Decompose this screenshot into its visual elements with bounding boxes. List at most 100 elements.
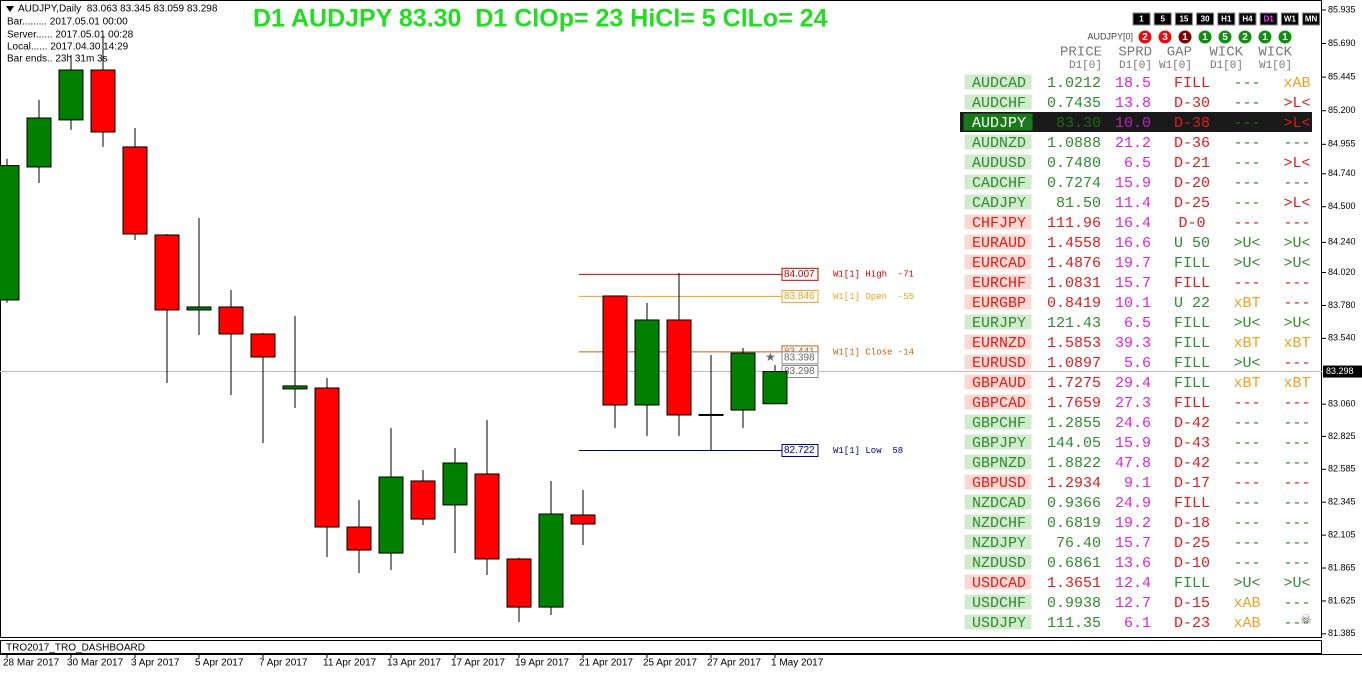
symbol-box[interactable] <box>963 333 1033 351</box>
symbol-box[interactable] <box>963 553 1033 571</box>
y-tick-label: 83.540 <box>1328 333 1356 343</box>
timeframe-button[interactable] <box>1132 12 1151 26</box>
cell-text: D-10 <box>1174 555 1210 572</box>
symbol-label[interactable]: EURAUD <box>972 235 1026 252</box>
symbol-label[interactable]: EURNZD <box>972 335 1026 352</box>
symbol-label[interactable]: CHFJPY <box>972 215 1026 232</box>
candle-body <box>666 319 692 416</box>
cell-text: D-36 <box>1174 135 1210 152</box>
symbol-label[interactable]: CADCHF <box>972 175 1026 192</box>
symbol-label[interactable]: EURCAD <box>972 255 1026 272</box>
timeframe-label[interactable]: MN <box>1305 15 1318 24</box>
symbol-box[interactable] <box>963 113 1033 131</box>
symbol-label[interactable]: EURUSD <box>972 355 1026 372</box>
symbol-box[interactable] <box>963 393 1033 411</box>
column-subheader: W1[0] <box>1259 60 1292 72</box>
symbol-label[interactable]: EURCHF <box>972 275 1026 292</box>
symbol-label[interactable]: AUDCAD <box>972 75 1026 92</box>
symbol-label[interactable]: NZDJPY <box>972 535 1026 552</box>
symbol-label[interactable]: USDCAD <box>972 575 1026 592</box>
cell-text: 1.0897 <box>1047 355 1101 372</box>
symbol-label[interactable]: AUDUSD <box>972 155 1026 172</box>
timeframe-button[interactable] <box>1259 12 1278 26</box>
symbol-box[interactable] <box>963 513 1033 531</box>
timeframe-button[interactable] <box>1174 12 1193 26</box>
symbol-box[interactable] <box>963 273 1033 291</box>
symbol-box[interactable] <box>963 373 1033 391</box>
timeframe-button[interactable] <box>1238 12 1257 26</box>
y-tick-label: 84.020 <box>1328 267 1356 277</box>
cell-text: --- <box>1233 75 1260 92</box>
symbol-label[interactable]: AUDNZD <box>972 135 1026 152</box>
symbol-box[interactable] <box>963 213 1033 231</box>
timeframe-button[interactable] <box>1280 12 1299 26</box>
timeframe-label[interactable]: 15 <box>1179 15 1188 24</box>
symbol-label[interactable]: GBPCAD <box>972 395 1026 412</box>
timeframe-label[interactable]: H4 <box>1242 15 1253 24</box>
symbol-label[interactable]: GBPNZD <box>972 455 1026 472</box>
info-line: Bar......... 2017.05.01 00:00 <box>7 17 128 28</box>
symbol-box[interactable] <box>963 473 1033 491</box>
timeframe-label[interactable]: W1 <box>1284 15 1297 24</box>
cell-text: xBT <box>1233 335 1260 352</box>
candle-body <box>634 319 660 406</box>
symbol-box[interactable] <box>963 493 1033 511</box>
y-tick-label: 85.445 <box>1328 72 1356 82</box>
timeframe-label[interactable]: 30 <box>1201 15 1210 24</box>
symbol-box[interactable] <box>963 293 1033 311</box>
symbol-label[interactable]: CADJPY <box>972 195 1026 212</box>
timeframe-button[interactable] <box>1196 12 1215 26</box>
cell-text: FILL <box>1174 275 1210 292</box>
timeframe-button[interactable] <box>1153 12 1172 26</box>
cell-text: >U< <box>1233 255 1260 272</box>
symbol-label[interactable]: GBPUSD <box>972 475 1026 492</box>
symbol-box[interactable] <box>963 133 1033 151</box>
symbol-box[interactable] <box>963 253 1033 271</box>
symbol-label[interactable]: AUDJPY <box>972 115 1026 132</box>
symbol-box[interactable] <box>963 173 1033 191</box>
symbol-label[interactable]: NZDCAD <box>972 495 1026 512</box>
symbol-label[interactable]: USDJPY <box>972 615 1026 632</box>
icon: ☠ <box>1300 611 1312 626</box>
symbol-box[interactable] <box>963 93 1033 111</box>
x-tick-label: 1 May 2017 <box>771 658 824 669</box>
cell-text: 0.7435 <box>1047 95 1101 112</box>
symbol-label[interactable]: GBPJPY <box>972 435 1026 452</box>
last-price-label: 83.298 <box>1326 366 1354 376</box>
cell-text: D-17 <box>1174 475 1210 492</box>
cell-text: 1.4876 <box>1047 255 1101 272</box>
y-tick-label: 85.200 <box>1328 105 1356 115</box>
symbol-label[interactable]: GBPAUD <box>972 375 1026 392</box>
timeframe-label[interactable]: H1 <box>1221 15 1232 24</box>
timeframe-label[interactable]: 1 <box>1139 15 1144 24</box>
symbol-box[interactable] <box>963 453 1033 471</box>
candle-body <box>730 352 756 411</box>
symbol-box[interactable] <box>963 193 1033 211</box>
symbol-box[interactable] <box>963 433 1033 451</box>
timeframe-label[interactable]: D1 <box>1264 15 1275 24</box>
symbol-label[interactable]: USDCHF <box>972 595 1026 612</box>
timeframe-button[interactable] <box>1217 12 1236 26</box>
menu-arrow[interactable] <box>6 6 14 12</box>
symbol-box[interactable] <box>963 573 1033 591</box>
level-box <box>781 444 819 458</box>
symbol-box[interactable] <box>963 533 1033 551</box>
symbol-label[interactable]: NZDUSD <box>972 555 1026 572</box>
timeframe-button[interactable] <box>1302 12 1321 26</box>
symbol-box[interactable] <box>963 233 1033 251</box>
symbol-box[interactable] <box>963 413 1033 431</box>
symbol-box[interactable] <box>963 593 1033 611</box>
symbol-box[interactable] <box>963 73 1033 91</box>
symbol-box[interactable] <box>963 613 1033 631</box>
symbol-label[interactable]: EURJPY <box>972 315 1026 332</box>
symbol-label[interactable]: GBPCHF <box>972 415 1026 432</box>
symbol-box[interactable] <box>963 353 1033 371</box>
column-header: WICK <box>1258 45 1292 61</box>
symbol-box[interactable] <box>963 313 1033 331</box>
symbol-label[interactable]: EURGBP <box>972 295 1026 312</box>
cell-text: --- <box>1233 195 1260 212</box>
symbol-label[interactable]: NZDCHF <box>972 515 1026 532</box>
symbol-box[interactable] <box>963 153 1033 171</box>
symbol-label[interactable]: AUDCHF <box>972 95 1026 112</box>
timeframe-label[interactable]: 5 <box>1160 15 1165 24</box>
